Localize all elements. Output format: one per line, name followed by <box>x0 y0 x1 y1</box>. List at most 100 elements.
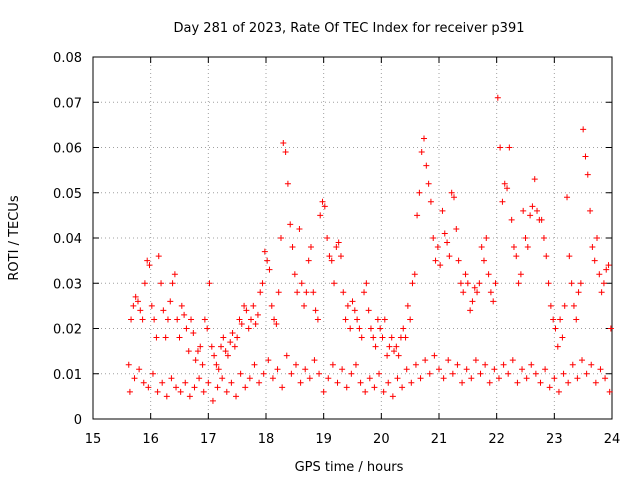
data-point <box>565 379 572 386</box>
data-point <box>206 280 213 287</box>
data-point <box>297 379 304 386</box>
data-point <box>312 307 319 314</box>
data-point <box>379 334 386 341</box>
data-point <box>367 325 374 332</box>
data-point <box>146 262 153 269</box>
x-tick-label: 19 <box>315 432 332 447</box>
x-tick-label: 23 <box>546 432 563 447</box>
data-point <box>168 375 175 382</box>
data-point <box>194 348 201 355</box>
data-point <box>237 370 244 377</box>
data-point <box>445 357 452 364</box>
data-point <box>519 366 526 373</box>
data-point <box>125 361 132 368</box>
data-point <box>280 139 287 146</box>
data-point <box>233 393 240 400</box>
data-point <box>580 126 587 133</box>
data-point <box>284 180 291 187</box>
data-point <box>287 221 294 228</box>
data-point <box>251 361 258 368</box>
data-point <box>321 203 328 210</box>
data-point <box>196 375 203 382</box>
data-point <box>514 379 521 386</box>
data-point <box>183 325 190 332</box>
x-tick-label: 16 <box>142 432 159 447</box>
data-point <box>254 311 261 318</box>
data-point <box>348 370 355 377</box>
data-point <box>340 289 347 296</box>
data-point <box>354 316 361 323</box>
data-point <box>361 289 368 296</box>
data-point <box>527 212 534 219</box>
y-tick-label: 0 <box>74 413 82 428</box>
data-point <box>468 375 475 382</box>
data-point <box>546 384 553 391</box>
data-point <box>209 397 216 404</box>
data-point <box>537 379 544 386</box>
data-point <box>528 361 535 368</box>
data-point <box>421 135 428 142</box>
data-point <box>478 244 485 251</box>
data-point <box>155 253 162 260</box>
data-point <box>274 366 281 373</box>
data-point <box>213 361 220 368</box>
y-tick-label: 0.08 <box>53 51 82 66</box>
data-point <box>515 280 522 287</box>
data-point <box>513 253 520 260</box>
data-point <box>128 316 135 323</box>
data-point <box>303 289 310 296</box>
data-point <box>372 343 379 350</box>
data-point <box>199 361 206 368</box>
y-tick-label: 0.06 <box>53 142 82 157</box>
data-point <box>279 384 286 391</box>
data-point <box>462 271 469 278</box>
data-point <box>134 298 141 305</box>
data-point <box>444 239 451 246</box>
data-point <box>598 289 605 296</box>
data-point <box>426 370 433 377</box>
data-point <box>510 244 517 251</box>
x-tick-label: 22 <box>488 432 505 447</box>
data-point <box>474 289 481 296</box>
data-point <box>260 370 267 377</box>
data-point <box>464 280 471 287</box>
data-point <box>463 366 470 373</box>
data-point <box>215 366 222 373</box>
data-point <box>486 379 493 386</box>
data-point <box>242 384 249 391</box>
data-point <box>153 334 160 341</box>
data-point <box>275 289 282 296</box>
data-point <box>191 384 198 391</box>
data-point <box>365 307 372 314</box>
data-point <box>224 352 231 359</box>
data-point <box>208 343 215 350</box>
data-point <box>441 230 448 237</box>
data-point <box>550 316 557 323</box>
data-point <box>328 257 335 264</box>
data-point <box>241 302 248 309</box>
data-point <box>597 366 604 373</box>
data-point <box>357 379 364 386</box>
data-point <box>185 348 192 355</box>
data-point <box>517 271 524 278</box>
data-point <box>551 375 558 382</box>
data-point <box>411 271 418 278</box>
data-point <box>423 162 430 169</box>
data-point <box>402 334 409 341</box>
data-point <box>298 280 305 287</box>
data-point <box>344 302 351 309</box>
data-point <box>136 366 143 373</box>
data-point <box>509 357 516 364</box>
data-point <box>570 302 577 309</box>
data-point <box>439 207 446 214</box>
data-point <box>394 375 401 382</box>
data-point <box>501 180 508 187</box>
data-point <box>273 320 280 327</box>
data-point <box>151 316 158 323</box>
data-point <box>289 244 296 251</box>
data-point <box>178 302 185 309</box>
data-point <box>164 316 171 323</box>
data-point <box>376 370 383 377</box>
y-tick-label: 0.02 <box>53 323 82 338</box>
data-point <box>190 330 197 337</box>
